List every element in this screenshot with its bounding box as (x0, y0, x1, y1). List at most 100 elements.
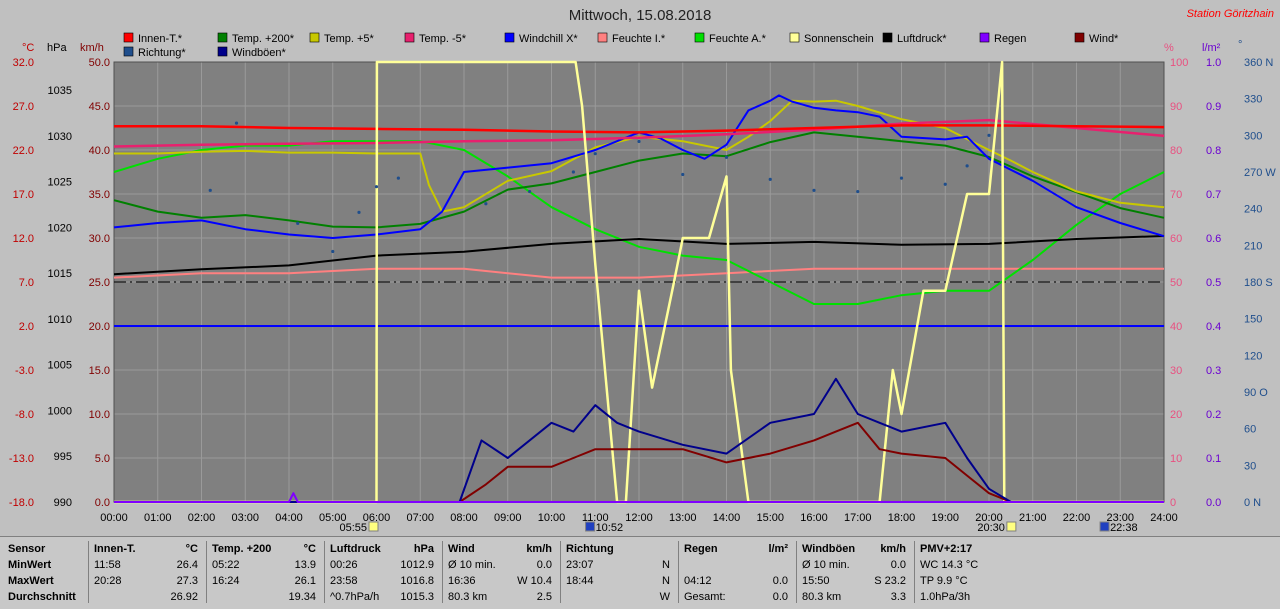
axis-tick-wind: 5.0 (95, 453, 110, 465)
axis-tick-time: 16:00 (800, 512, 828, 524)
legend-swatch (217, 46, 228, 57)
axis-tick-temp: 32.0 (13, 57, 34, 69)
direction-point (987, 133, 991, 137)
axis-tick-wind: 15.0 (89, 365, 110, 377)
axis-tick-rain: 0.6 (1206, 233, 1221, 245)
summary-temp200-col: Temp. +200 °C 05:22 13.9 16:24 26.1 19.34 (212, 541, 316, 605)
axis-tick-dir: 330 (1244, 94, 1262, 106)
axis-unit-wind: km/h (80, 42, 104, 54)
summary-header-sensor: Sensor (8, 543, 46, 555)
axis-tick-wind: 10.0 (89, 409, 110, 421)
summary-time: Ø 10 min. (448, 559, 496, 571)
summary-value: N (662, 559, 670, 571)
axis-unit-hum: % (1164, 42, 1174, 54)
legend-label: Luftdruck* (897, 33, 947, 45)
direction-point (484, 202, 488, 206)
axis-tick-dir: 360 N (1244, 57, 1273, 69)
chart-title: Mittwoch, 15.08.2018 (569, 7, 712, 24)
direction-point (331, 249, 335, 254)
axis-tick-time: 02:00 (188, 512, 216, 524)
axis-tick-temp: 22.0 (13, 145, 34, 157)
axis-tick-dir: 240 (1244, 204, 1262, 216)
series-line (114, 492, 1164, 503)
summary-time: 18:44 (566, 575, 594, 587)
axis-tick-temp: -18.0 (9, 497, 34, 509)
legend-swatch (1074, 32, 1085, 43)
axis-tick-time: 09:00 (494, 512, 522, 524)
direction-point (856, 189, 860, 194)
axis-tick-temp: -3.0 (15, 365, 34, 377)
series-line (114, 377, 1164, 503)
summary-row-label: MaxWert (8, 575, 54, 587)
summary-value: 0.0 (772, 591, 788, 603)
summary-table: Sensor MinWert MaxWert Durchschnitt Inne… (0, 536, 1280, 609)
axis-tick-hum: 10 (1170, 453, 1182, 465)
axis-tick-wind: 0.0 (95, 497, 110, 509)
axis-tick-time: 15:00 (756, 512, 784, 524)
legend-swatch (694, 32, 705, 43)
axis-tick-temp: -8.0 (15, 409, 34, 421)
axis-tick-time: 17:00 (844, 512, 872, 524)
summary-value: 1012.9 (400, 559, 434, 571)
summary-pmv-value: TP 9.9 °C (920, 575, 968, 587)
axis-tick-rain: 0.3 (1206, 365, 1221, 377)
direction-point (593, 152, 597, 156)
axis-tick-hum: 80 (1170, 145, 1182, 157)
axis-tick-press: 1010 (48, 314, 72, 326)
legend-label: Regen (994, 33, 1026, 45)
summary-richtung-col: Richtung 23:07 N 18:44 N W (566, 541, 670, 605)
axis-tick-time: 20:00 (975, 512, 1003, 524)
summary-pmv-value: WC 14.3 °C (920, 559, 979, 571)
summary-wind-col: Wind km/h Ø 10 min. 0.0 16:36 W 10.4 80.3 k… (448, 541, 552, 605)
axis-tick-time: 06:00 (363, 512, 391, 524)
summary-value: 3.3 (890, 591, 906, 603)
series-line (113, 235, 1165, 276)
axis-tick-press: 1030 (48, 131, 72, 143)
direction-point (899, 176, 904, 180)
summary-header-richtung: Richtung (566, 543, 614, 555)
summary-windboeen-col: Windböen km/h Ø 10 min. 0.0 15:50 S 23.2 80… (802, 541, 906, 605)
legend-label: Feuchte A.* (709, 33, 767, 45)
axis-tick-temp: 17.0 (13, 189, 34, 201)
axis-unit-temp: °C (22, 42, 34, 54)
axis-tick-time: 24:00 (1150, 512, 1178, 524)
axis-tick-rain: 0.2 (1206, 409, 1221, 421)
summary-time: 80.3 km (802, 591, 842, 603)
axis-tick-hum: 40 (1170, 321, 1182, 333)
axis-tick-time: 11:00 (582, 512, 609, 524)
axis-tick-press: 1025 (48, 177, 72, 189)
direction-point (528, 189, 532, 194)
legend-label: Temp. +5* (324, 33, 375, 45)
summary-unit: °C (185, 543, 198, 555)
axis-tick-dir: 300 (1244, 130, 1262, 142)
axis-tick-rain: 0.0 (1206, 497, 1221, 509)
axis-tick-temp: 2.0 (19, 321, 34, 333)
legend-label: Sonnenschein (804, 33, 874, 45)
legend-label: Innen-T.* (138, 33, 183, 45)
summary-row-label: MinWert (8, 559, 52, 571)
summary-time: 16:36 (448, 575, 476, 587)
axis-unit-press: hPa (47, 42, 67, 54)
axis-tick-rain: 0.8 (1206, 145, 1221, 157)
summary-regen-col: Regen l/m² 04:12 0.0 Gesamt: 0.0 (684, 541, 788, 605)
legend-swatch (404, 32, 415, 43)
direction-point (768, 177, 772, 181)
summary-value: 2.5 (536, 591, 552, 603)
axis-tick-rain: 0.9 (1206, 101, 1221, 113)
axis-tick-temp: 27.0 (13, 101, 34, 113)
axis-tick-temp: 7.0 (19, 277, 34, 289)
moon-icon (585, 521, 596, 532)
summary-time: ^0.7hPa/h (330, 591, 380, 603)
axis-tick-press: 1020 (48, 222, 72, 234)
summary-unit: hPa (413, 543, 434, 555)
axis-tick-press: 990 (54, 497, 72, 509)
axis-tick-dir: 60 (1244, 424, 1256, 436)
legend-swatch (979, 32, 990, 43)
summary-unit: km/h (880, 543, 906, 555)
axis-tick-hum: 50 (1170, 277, 1182, 289)
axis-tick-rain: 0.1 (1206, 453, 1221, 465)
summary-value: 19.34 (288, 591, 316, 603)
axis-tick-dir: 210 (1244, 240, 1262, 252)
summary-unit: °C (303, 543, 316, 555)
axis-tick-dir: 150 (1244, 314, 1262, 326)
